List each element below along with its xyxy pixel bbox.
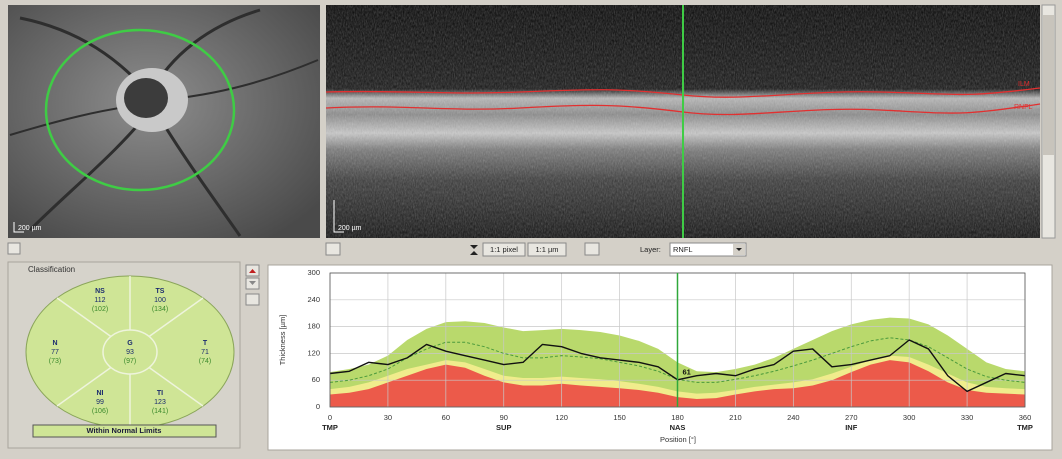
panel-title: Classification — [28, 265, 75, 274]
y-tick-label: 120 — [307, 348, 320, 357]
sector-label: INF — [845, 423, 858, 432]
x-tick-label: 30 — [384, 413, 392, 422]
button-label: 1:1 pixel — [490, 245, 518, 254]
sector-name: T — [203, 340, 208, 347]
sector-name: G — [127, 340, 133, 347]
x-tick-label: 60 — [442, 413, 450, 422]
sector-normal: (141) — [152, 408, 168, 415]
layer-label: RNFL — [1014, 104, 1032, 111]
sector-value: 71 — [201, 349, 209, 356]
y-tick-label: 240 — [307, 295, 320, 304]
icon-button[interactable] — [585, 243, 599, 255]
x-tick-label: 330 — [961, 413, 974, 422]
x-tick-label: 180 — [671, 413, 684, 422]
x-tick-label: 210 — [729, 413, 742, 422]
cursor-value: 61 — [683, 368, 691, 377]
x-tick-label: 360 — [1019, 413, 1032, 422]
y-axis-title: Thickness [µm] — [278, 315, 287, 366]
sector-name: TI — [157, 390, 163, 397]
x-axis-title: Position [°] — [660, 435, 696, 444]
x-tick-label: 0 — [328, 413, 332, 422]
x-tick-label: 120 — [555, 413, 568, 422]
sector-label: TMP — [1017, 423, 1033, 432]
fundus-image: 200 µm — [8, 5, 320, 238]
sector-normal: (134) — [152, 306, 168, 313]
x-tick-label: 90 — [500, 413, 508, 422]
result-label: Within Normal Limits — [87, 426, 162, 435]
x-tick-label: 270 — [845, 413, 858, 422]
sector-value: 112 — [94, 297, 105, 304]
sector-name: NI — [97, 390, 104, 397]
sector-name: NS — [95, 288, 105, 295]
sector-label: TMP — [322, 423, 338, 432]
scrollbar-thumb[interactable] — [1043, 15, 1054, 155]
icon-button[interactable] — [326, 243, 340, 255]
layer-label: ILM — [1018, 81, 1030, 88]
sector-value: 100 — [154, 297, 166, 304]
sector-normal: (106) — [92, 408, 108, 415]
sector-value: 93 — [126, 349, 134, 356]
sector-name: TS — [156, 288, 165, 295]
page: 200 µm ILM RNFL 200 µm 1:1 pixel 1:1 µm … — [0, 0, 1062, 454]
sector-normal: (102) — [92, 306, 108, 313]
sector-normal: (97) — [124, 358, 136, 365]
button-label: 1:1 µm — [535, 245, 558, 254]
scale-label: 200 µm — [338, 225, 362, 232]
x-tick-label: 150 — [613, 413, 626, 422]
scale-label: 200 µm — [18, 225, 42, 232]
optic-cup — [124, 78, 168, 118]
sector-name: N — [52, 340, 57, 347]
sector-value: 99 — [96, 399, 104, 406]
y-tick-label: 0 — [316, 402, 320, 411]
y-tick-label: 60 — [312, 375, 320, 384]
sector-value: 77 — [51, 349, 59, 356]
y-tick-label: 300 — [307, 268, 320, 277]
sector-normal: (73) — [49, 358, 61, 365]
zoom-icon — [470, 245, 478, 255]
sector-normal: (74) — [199, 358, 211, 365]
oct-scan: ILM RNFL 200 µm — [326, 5, 1055, 238]
dropdown-value: RNFL — [673, 245, 693, 254]
y-tick-label: 180 — [307, 322, 320, 331]
rnfl-chart: Thickness [µm] Position [°] 0 30 60 90 120 15… — [268, 265, 1052, 450]
layer-caption: Layer: — [640, 245, 661, 254]
classification-panel: Classification Within Normal Limits NS 11… — [8, 262, 240, 448]
x-tick-label: 300 — [903, 413, 916, 422]
viewer: 200 µm ILM RNFL 200 µm 1:1 pixel 1:1 µm … — [0, 0, 1062, 454]
x-tick-label: 240 — [787, 413, 800, 422]
sector-value: 123 — [154, 399, 166, 406]
sector-label: SUP — [496, 423, 511, 432]
sector-label: NAS — [670, 423, 686, 432]
icon-button[interactable] — [8, 243, 20, 254]
icon-button[interactable] — [246, 294, 259, 305]
